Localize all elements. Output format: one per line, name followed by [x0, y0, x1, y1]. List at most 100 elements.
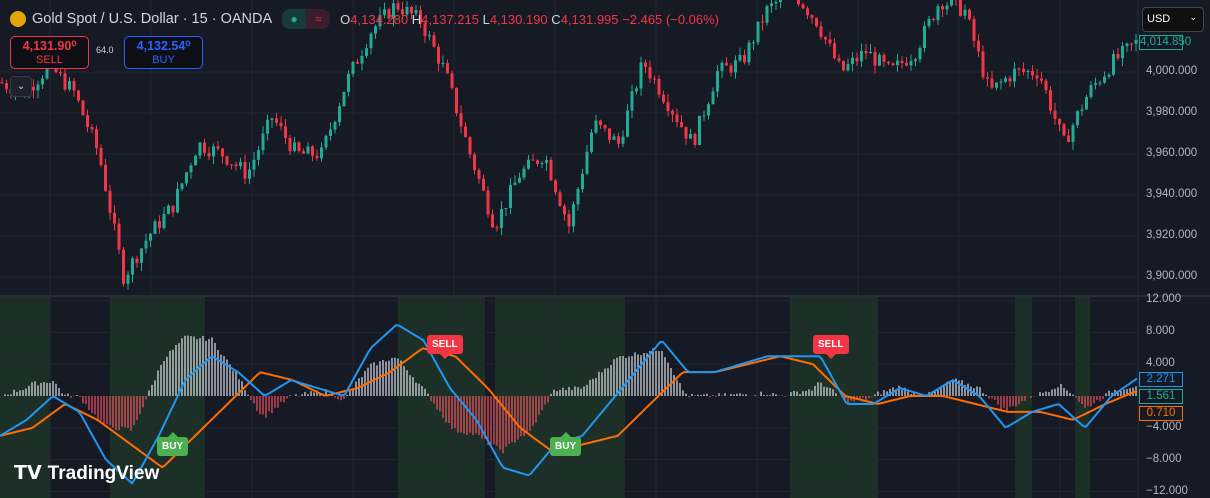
candle-body [644, 62, 647, 67]
candle-body [932, 18, 935, 21]
candle-body [635, 88, 638, 92]
candle-body [873, 51, 877, 66]
candle-body [855, 57, 859, 62]
candle-body [392, 3, 395, 19]
candle-body [360, 55, 364, 64]
candle-body [1103, 76, 1106, 83]
candle-body [612, 136, 616, 140]
candle-body [648, 66, 652, 79]
tradingview-logo[interactable]: 𝗧𝗩 TradingView [14, 462, 160, 485]
candle-body [896, 60, 899, 66]
symbol-title[interactable]: Gold Spot / U.S. Dollar · 15 · OANDA [32, 11, 273, 27]
candle-body [329, 129, 332, 136]
candle-body [99, 147, 103, 165]
candle-body [806, 8, 809, 16]
candle-body [689, 134, 692, 139]
candle-body [324, 135, 328, 148]
candle-body [288, 137, 292, 152]
candle-body [117, 223, 121, 250]
collapse-button[interactable]: ⌄ [10, 76, 32, 97]
market-status[interactable]: ● ≈ [282, 9, 331, 29]
candle-body [1076, 111, 1079, 126]
candle-body [167, 205, 170, 215]
candle-body [576, 189, 580, 205]
candle-body [495, 227, 499, 229]
candle-body [711, 91, 715, 105]
candle-body [1026, 70, 1030, 72]
candle-body [815, 17, 818, 27]
candle-body [1008, 78, 1012, 82]
candle-body [428, 35, 431, 37]
candle-body [90, 126, 94, 130]
candle-body [522, 168, 526, 178]
candle-body [590, 132, 593, 152]
signal-zone [1015, 296, 1032, 498]
candle-body [986, 77, 989, 79]
candle-body [981, 51, 985, 78]
candle-body [833, 43, 836, 59]
candle-body [176, 189, 179, 213]
candle-body [680, 122, 683, 127]
candle-body [315, 155, 319, 159]
candle-body [212, 146, 215, 157]
candle-body [716, 70, 719, 92]
candle-body [225, 156, 229, 165]
candle-body [1098, 82, 1102, 84]
tv-icon: 𝗧𝗩 [14, 463, 42, 484]
candle-body [320, 147, 323, 159]
candle-body [459, 113, 463, 127]
candle-body [387, 9, 391, 19]
candle-body [405, 6, 409, 15]
candle-body [995, 82, 998, 88]
currency-select[interactable]: USD ⌄ [1142, 7, 1204, 32]
candle-body [1094, 83, 1097, 86]
signal-zone [0, 296, 50, 498]
candle-body [203, 142, 206, 153]
candle-body [1062, 124, 1066, 136]
candle-body [423, 23, 427, 37]
gold-icon [10, 11, 26, 27]
candle-body [743, 54, 746, 63]
candle-body [662, 94, 665, 103]
candle-body [603, 125, 607, 129]
candle-body [81, 100, 85, 116]
candle-body [108, 190, 112, 213]
candle-body [909, 61, 913, 66]
candle-body [311, 146, 314, 156]
candle-body [531, 159, 535, 161]
candle-body [972, 19, 976, 41]
wave-icon: ≈ [306, 9, 331, 29]
candle-body [918, 48, 922, 60]
candle-body [77, 90, 80, 101]
candle-body [621, 136, 625, 144]
sell-button[interactable]: 4,131.90⁰ SELL [10, 36, 89, 69]
price-axis-tick: 3,980.000 [1146, 106, 1198, 118]
candle-body [801, 4, 805, 9]
candle-body [774, 1, 778, 4]
candle-body [936, 6, 940, 21]
candle-body [734, 60, 737, 73]
candle-body [365, 48, 368, 56]
candle-body [59, 72, 62, 74]
candle-body [131, 258, 134, 275]
candle-body [905, 63, 908, 66]
candle-body [72, 81, 76, 91]
candle-body [1035, 75, 1039, 79]
candle-body [1022, 68, 1025, 72]
buy-button[interactable]: 4,132.54⁰ BUY [124, 36, 203, 69]
candle-body [549, 159, 553, 181]
candle-body [824, 36, 827, 40]
candle-body [950, 0, 953, 6]
candle-body [819, 26, 823, 37]
candle-body [194, 155, 197, 166]
candle-body [36, 84, 40, 91]
candle-body [41, 78, 44, 85]
candle-body [657, 78, 661, 95]
candle-body [684, 126, 688, 139]
candle-body [653, 78, 656, 80]
candle-body [284, 126, 287, 138]
price-axis-tick: 3,940.000 [1146, 188, 1198, 200]
candle-body [1080, 109, 1084, 112]
indicator-axis-tick: −4.000 [1146, 420, 1182, 433]
